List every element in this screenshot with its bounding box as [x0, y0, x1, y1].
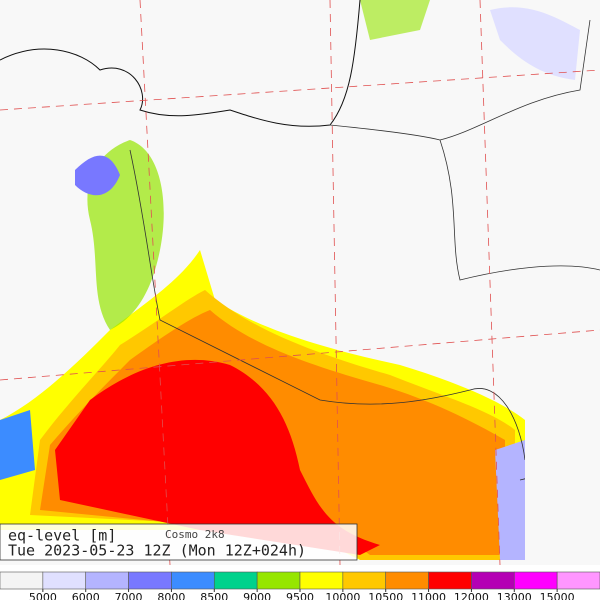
- colorbar-swatch: [213, 571, 258, 590]
- colorbar-swatch: [171, 571, 215, 590]
- colorbar-swatch: [85, 571, 129, 590]
- graticule: [139, 0, 171, 566]
- colorbar-label: 10500: [368, 591, 403, 600]
- colorbar-swatch: [342, 571, 387, 590]
- colorbar-label: 9000: [243, 591, 271, 600]
- colorbar-label: 6000: [72, 591, 100, 600]
- graticule: [329, 0, 341, 566]
- caption-box: [0, 523, 358, 561]
- colorbar-swatch: [42, 571, 87, 590]
- graticule: [0, 69, 600, 111]
- caption-time: Tue 2023-05-23 12Z (Mon 12Z+024h): [8, 542, 306, 560]
- colorbar-swatch: [256, 571, 301, 590]
- caption-title: eq-level [m]: [8, 527, 116, 545]
- field-green: [360, 0, 430, 40]
- field-lavender: [495, 440, 525, 560]
- colorbar-swatch: [299, 571, 344, 590]
- field-red: [55, 359, 380, 555]
- colorbar-swatch: [471, 571, 515, 590]
- colorbar-swatch: [513, 571, 558, 590]
- colorbar-swatch: [428, 571, 472, 590]
- colorbar-label: 7000: [115, 591, 143, 600]
- colorbar-label: 8000: [157, 591, 185, 600]
- colorbar-label: 15000: [540, 591, 575, 600]
- graticule: [0, 329, 600, 381]
- field-blue: [0, 410, 35, 480]
- coastline: [0, 0, 361, 127]
- colorbar-swatch: [0, 571, 44, 590]
- field-blue: [75, 155, 120, 196]
- colorbar-swatch: [556, 571, 600, 590]
- colorbar-label: 5000: [29, 591, 57, 600]
- colorbar-swatch: [128, 571, 172, 590]
- graticule: [479, 0, 501, 566]
- border: [329, 19, 591, 141]
- colorbar-label: 11000: [411, 591, 446, 600]
- border: [439, 139, 600, 281]
- colorbar: 5000 6000 7000 8000 8500 9000 9500 10000 10500 11…: [0, 571, 600, 600]
- field-lavender: [490, 7, 580, 81]
- outside-domain: [525, 430, 600, 565]
- colorbar-label: 8500: [200, 591, 228, 600]
- colorbar-label: 12000: [454, 591, 489, 600]
- colorbar-label: 13000: [497, 591, 532, 600]
- border: [129, 149, 526, 461]
- caption-model: Cosmo 2k8: [165, 528, 225, 541]
- colorbar-swatch: [385, 571, 429, 590]
- colorbar-label: 9500: [286, 591, 314, 600]
- colorbar-label: 10000: [325, 591, 360, 600]
